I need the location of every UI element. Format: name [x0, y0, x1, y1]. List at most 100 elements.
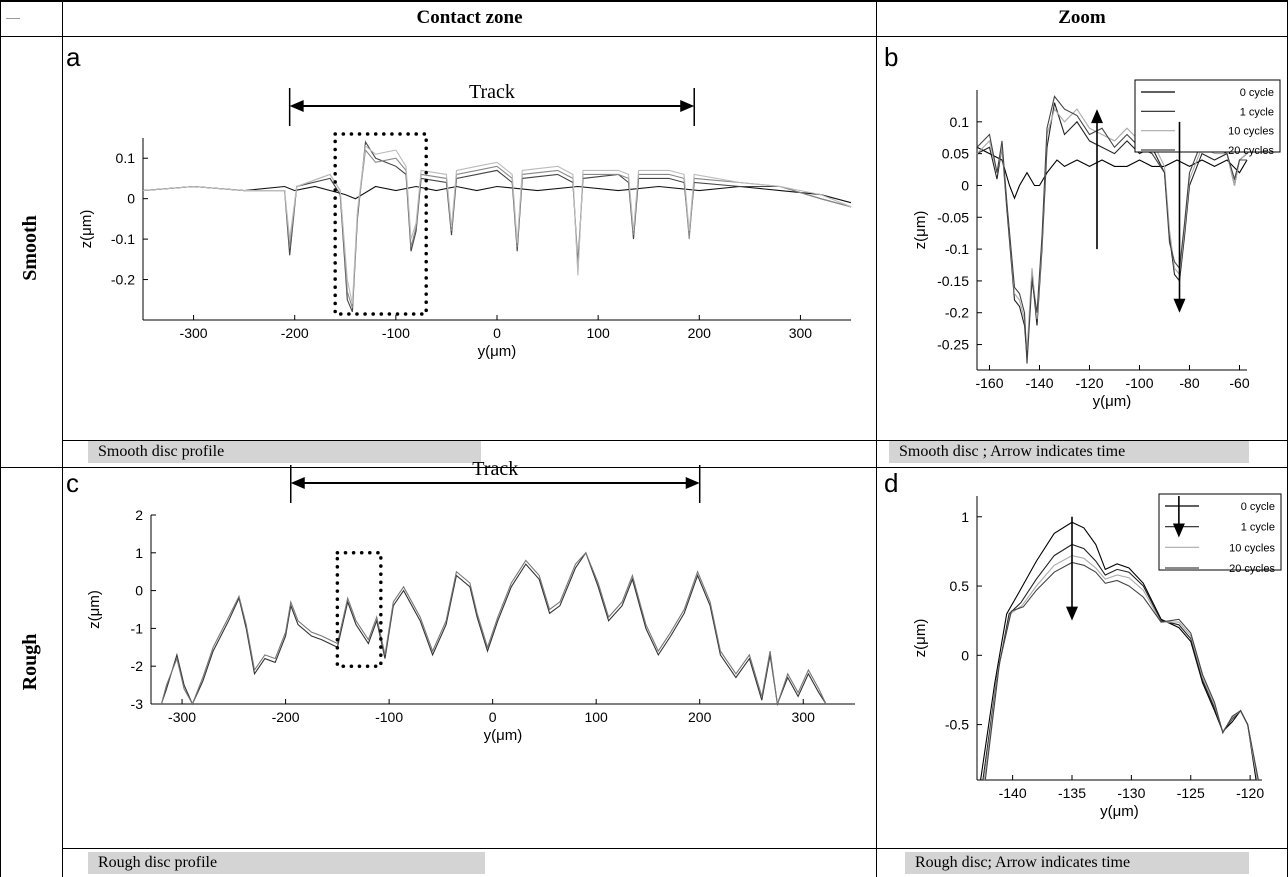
chart-c-y-tick-label: -1 — [131, 620, 144, 636]
chart-a-series-line — [142, 145, 852, 304]
chart-a-series-line — [142, 185, 852, 204]
chart-b-x-tick-label: -140 — [1025, 375, 1053, 391]
chart-a-y-tick-label: 0.1 — [116, 150, 136, 166]
chart-b-time-arrow-head — [1173, 298, 1186, 313]
chart-b-legend-label: 0 cycle — [1240, 87, 1274, 99]
chart-b-y-tick-label: -0.05 — [937, 209, 969, 225]
chart-b-legend-label: 10 cycles — [1228, 126, 1274, 138]
chart-a-smooth-contact: -300 -200 -100 0 100 200 300 0.1 0 -0.1 -0.2 y(μm) z… — [78, 81, 852, 360]
chart-c-track-arrow-left-head — [290, 477, 305, 489]
chart-c-zoom-box — [335, 551, 383, 668]
chart-c-track-label: Track — [472, 458, 518, 480]
chart-d-y-label: z(μm) — [912, 619, 929, 658]
chart-d-legend-label: 0 cycle — [1241, 501, 1275, 513]
chart-b-y-tick-label: -0.25 — [937, 337, 969, 353]
chart-c-y-tick-label: 0 — [135, 583, 143, 599]
chart-a-x-tick-label: 0 — [493, 325, 501, 341]
caption-smooth-profile: Smooth disc profile — [88, 441, 481, 463]
chart-d-legend-label: 1 cycle — [1241, 522, 1275, 534]
table-border-caption-top-1 — [62, 440, 1288, 441]
chart-d-y-tick-label: 0 — [961, 647, 969, 663]
chart-c-y-tick-label: -2 — [131, 658, 144, 674]
table-border-middle — [0, 467, 1288, 468]
chart-b-x-label: y(μm) — [1093, 393, 1132, 410]
chart-a-x-tick-label: -200 — [281, 325, 309, 341]
table-border-caption-top-2 — [62, 848, 1288, 849]
chart-b-y-tick-label: -0.15 — [937, 273, 969, 289]
chart-b-series-line — [976, 102, 1248, 358]
table-corner-mark — [6, 18, 20, 19]
chart-c-track-arrow-right-head — [685, 477, 700, 489]
chart-c-x-tick-label: 200 — [688, 709, 712, 725]
chart-b-x-tick-label: -100 — [1125, 375, 1153, 391]
chart-d-x-tick-label: -125 — [1177, 785, 1205, 801]
chart-a-x-label: y(μm) — [478, 343, 517, 360]
chart-d-series-line — [984, 561, 1259, 781]
chart-c-x-tick-label: 0 — [489, 709, 497, 725]
chart-a-track-arrow-left-head — [289, 100, 304, 112]
chart-c-x-tick-label: 300 — [792, 709, 816, 725]
chart-c-y-label: z(μm) — [86, 590, 103, 629]
panel-label-b: b — [884, 42, 899, 72]
chart-c-series-line — [160, 551, 827, 707]
chart-b-legend-label: 20 cycles — [1228, 145, 1274, 157]
chart-d-legend-label: 20 cycles — [1229, 563, 1275, 575]
table-border-top — [0, 0, 1288, 2]
chart-a-track-arrow-right-head — [680, 100, 695, 112]
chart-b-y-tick-label: 0 — [961, 177, 969, 193]
chart-d-x-tick-label: -130 — [1117, 785, 1145, 801]
table-border-header — [0, 36, 1288, 37]
chart-a-y-tick-label: 0 — [127, 191, 135, 207]
chart-d-series-line — [983, 555, 1258, 781]
chart-a-zoom-box — [333, 132, 428, 316]
chart-c-y-tick-label: 2 — [135, 507, 143, 523]
chart-d-x-tick-label: -135 — [1058, 785, 1086, 801]
column-header-zoom: Zoom — [1058, 7, 1106, 28]
chart-a-x-tick-label: 200 — [688, 325, 712, 341]
chart-d-series-line — [982, 543, 1258, 781]
chart-d-legend-label: 10 cycles — [1229, 542, 1275, 554]
chart-d-x-tick-label: -140 — [999, 785, 1027, 801]
caption-smooth-zoom: Smooth disc ; Arrow indicates time — [889, 441, 1249, 463]
table-border-col1 — [62, 0, 63, 877]
chart-a-x-tick-label: -300 — [180, 325, 208, 341]
chart-a-series-line — [142, 140, 852, 313]
chart-b-legend-label: 1 cycle — [1240, 106, 1274, 118]
chart-b-x-tick-label: -60 — [1229, 375, 1249, 391]
table-border-col2 — [876, 0, 877, 877]
panel-label-a: a — [66, 42, 81, 72]
chart-d-y-tick-label: 1 — [961, 509, 969, 525]
chart-c-series-line — [160, 551, 827, 706]
caption-rough-zoom: Rough disc; Arrow indicates time — [905, 852, 1249, 874]
chart-d-x-tick-label: -120 — [1236, 785, 1264, 801]
chart-d-y-tick-label: -0.5 — [945, 717, 969, 733]
chart-c-x-tick-label: -300 — [168, 709, 196, 725]
chart-c-x-tick-label: -200 — [272, 709, 300, 725]
row-label-smooth: Smooth — [19, 215, 41, 281]
chart-d-time-arrow-head — [1172, 523, 1185, 538]
chart-a-x-tick-label: -100 — [382, 325, 410, 341]
chart-d-x-label: y(μm) — [1100, 803, 1139, 820]
chart-b-x-tick-label: -120 — [1075, 375, 1103, 391]
chart-d-y-tick-label: 0.5 — [950, 578, 970, 594]
chart-b-smooth-zoom: -160 -140 -120 -100 -80 -60 0.1 0.05 0 -0.05 -0.1 -… — [912, 79, 1281, 410]
panel-label-c: c — [66, 468, 79, 498]
chart-a-y-tick-label: -0.1 — [111, 231, 135, 247]
chart-a-x-tick-label: 100 — [586, 325, 610, 341]
row-label-rough: Rough — [19, 633, 41, 691]
chart-b-y-tick-label: 0.05 — [942, 146, 969, 162]
chart-d-time-arrow-head — [1066, 606, 1078, 621]
chart-c-y-tick-label: -3 — [131, 696, 144, 712]
chart-b-y-label: z(μm) — [912, 211, 929, 250]
chart-c-x-tick-label: 100 — [584, 709, 608, 725]
chart-c-y-tick-label: 1 — [135, 545, 143, 561]
table-border-left — [0, 0, 1, 877]
chart-a-y-tick-label: -0.2 — [111, 272, 135, 288]
chart-b-y-tick-label: -0.1 — [945, 241, 969, 257]
chart-c-rough-contact: -300 -200 -100 0 100 200 300 2 1 0 -1 -2 -3 y(μm) z(μm… — [86, 458, 855, 744]
chart-a-x-tick-label: 300 — [789, 325, 813, 341]
chart-a-series-line — [142, 148, 852, 309]
chart-c-x-label: y(μm) — [484, 727, 523, 744]
chart-b-series-line — [976, 95, 1247, 364]
chart-d-rough-zoom: -140 -135 -130 -125 -120 1 0.5 0 -0.5 y(μm) z(μm) 0… — [912, 493, 1282, 820]
